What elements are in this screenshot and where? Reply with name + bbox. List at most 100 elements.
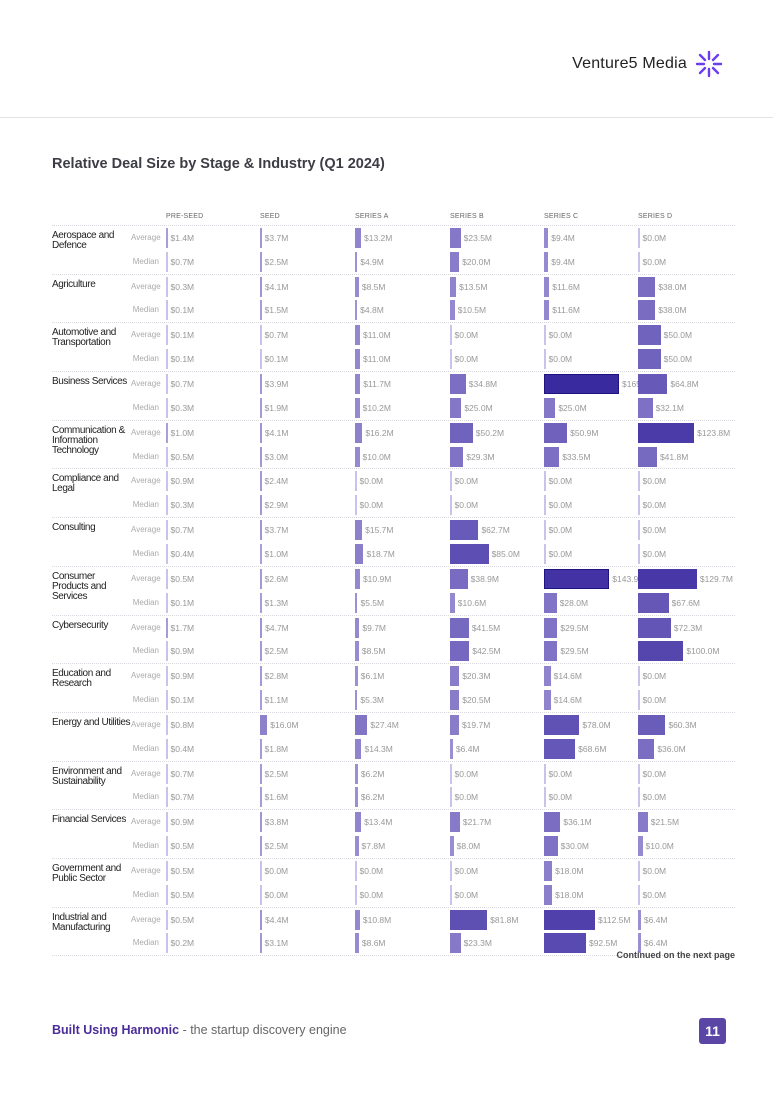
value-label: $10.2M [362,402,391,413]
table-row-median: Median $0.5M $0.0M $0.0M $0.0M $18.0M $0.0M [52,883,735,907]
value-bar [166,520,168,541]
value-bar [260,714,268,735]
metric-label: Average [131,281,161,291]
value-bar [544,641,558,662]
value-bar [355,617,360,638]
value-bar [260,787,262,808]
value-bar [544,738,576,759]
value-label: $0.1M [170,597,195,608]
value-label: $0.5M [170,865,195,876]
brand-name: Venture5 Media [572,55,687,72]
value-bar [260,397,262,418]
value-label: $18.0M [555,865,584,876]
value-bar [544,714,580,735]
value-label: $8.5M [361,646,386,657]
value-label: $11.0M [362,330,391,341]
value-label: $38.9M [470,573,499,584]
value-label: $0.0M [548,354,573,365]
value-bar [355,641,359,662]
value-bar [450,787,452,808]
value-label: $25.0M [558,402,587,413]
value-label: $3.7M [264,525,289,536]
value-bar [166,276,168,297]
value-label: $78.0M [582,719,611,730]
table-row-median: Median $0.1M $0.1M $11.0M $0.0M $0.0M $50.0M [52,347,735,371]
value-label: $20.5M [462,694,491,705]
value-bar [355,520,363,541]
table-row-average: Average $0.3M $4.1M $8.5M $13.5M $11.6M $38.0M [52,275,735,299]
value-label: $0.0M [454,476,479,487]
value-label: $81.8M [490,914,519,925]
value-label: $6.1M [360,671,385,682]
value-label: $0.7M [264,330,289,341]
metric-label: Average [131,379,161,389]
table-row-average: Average $0.5M $4.4M $10.8M $81.8M $112.5M $6.4… [52,908,735,932]
value-label: $10.0M [645,841,674,852]
value-bar [638,349,661,370]
value-bar [544,471,546,492]
value-bar [638,763,640,784]
value-bar [544,374,619,395]
table-row-median: Median $0.1M $1.3M $5.5M $10.6M $28.0M $67.6M [52,591,735,615]
value-bar [260,738,262,759]
value-label: $6.2M [360,792,385,803]
industry-name: Environment and Sustainability [52,765,122,787]
value-bar [166,860,168,881]
value-bar [638,543,640,564]
metric-label: Average [131,330,161,340]
value-bar [638,787,640,808]
value-label: $4.1M [264,427,289,438]
value-bar [544,884,553,905]
industry-group: Energy and Utilities Average $0.8M $16.0M $2… [52,713,735,762]
value-bar [260,520,262,541]
value-bar [166,933,168,954]
value-label: $0.1M [170,330,195,341]
value-label: $29.5M [560,646,589,657]
value-bar [260,836,262,857]
value-label: $2.9M [264,500,289,511]
value-bar [355,300,358,321]
value-bar [166,909,168,930]
value-label: $14.6M [553,694,582,705]
value-bar [450,714,459,735]
value-label: $0.0M [359,476,384,487]
value-bar [166,689,168,710]
metric-label: Average [131,622,161,632]
value-label: $0.0M [642,476,667,487]
value-bar [544,909,596,930]
metric-label: Median [132,743,159,753]
brand-header: Venture5 Media [572,50,723,78]
header-divider [0,117,773,118]
value-bar [260,325,262,346]
value-label: $9.7M [362,622,387,633]
value-label: $0.0M [548,768,573,779]
table-row-median: Median $0.2M $3.1M $8.6M $23.3M $92.5M $6.4M [52,931,735,955]
value-bar [260,228,262,248]
value-label: $0.0M [548,330,573,341]
value-bar [638,276,656,297]
metric-label: Average [131,865,161,875]
value-bar [544,812,561,833]
value-label: $4.7M [265,622,289,633]
table-row-average: Average $0.7M $2.5M $6.2M $0.0M $0.0M $0.0M [52,762,735,786]
value-label: $0.0M [548,525,573,536]
industry-name: Consumer Products and Services [52,570,107,602]
value-label: $64.8M [670,379,699,390]
value-label: $0.0M [359,865,384,876]
value-bar [450,689,460,710]
table-row-median: Median $0.1M $1.1M $5.3M $20.5M $14.6M $0.0M [52,688,735,712]
value-label: $30.0M [560,841,589,852]
value-label: $8.6M [361,938,386,949]
value-bar [544,228,549,248]
page-title: Relative Deal Size by Stage & Industry (… [52,156,385,172]
page-number: 11 [699,1018,726,1044]
value-label: $2.5M [264,841,289,852]
industry-group: Financial Services Average $0.9M $3.8M $13.4… [52,810,735,859]
metric-label: Average [131,768,161,778]
value-bar [166,592,168,613]
value-bar [260,689,262,710]
value-label: $10.6M [457,597,487,608]
value-label: $92.5M [588,938,618,949]
value-label: $10.5M [457,305,487,316]
value-bar [166,738,168,759]
